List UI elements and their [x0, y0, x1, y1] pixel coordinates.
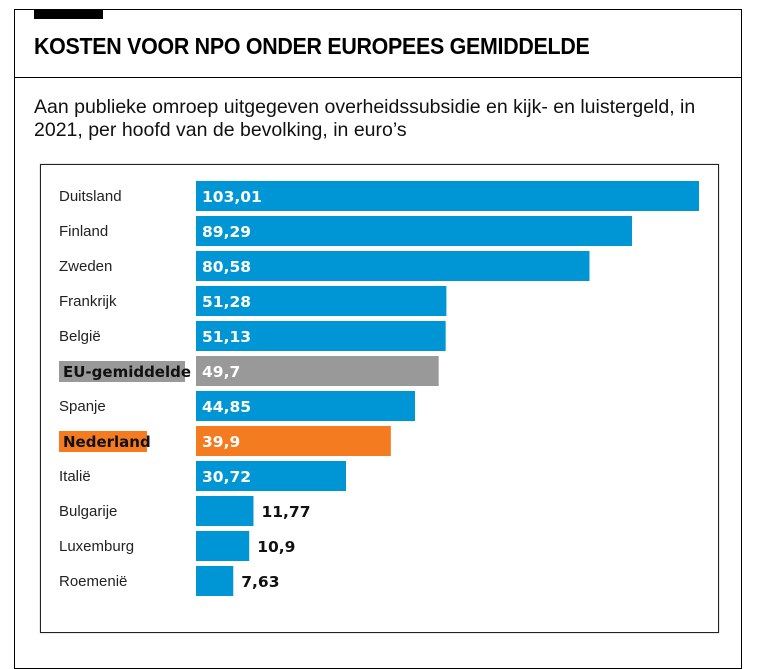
category-label-roemeni-: Roemenië — [59, 573, 127, 590]
category-label-frankrijk: Frankrijk — [59, 293, 117, 310]
category-label-highlight — [59, 361, 185, 382]
category-label-zweden: Zweden — [59, 258, 112, 275]
value-label-roemeni-: 7,63 — [241, 573, 279, 591]
value-label-zweden: 80,58 — [202, 258, 251, 276]
bar-bulgarije — [196, 496, 254, 526]
category-label-spanje: Spanje — [59, 398, 106, 415]
chart-area — [40, 164, 719, 633]
bar-spanje — [196, 391, 416, 421]
bar-duitsland — [196, 181, 699, 211]
category-label-bulgarije: Bulgarije — [59, 503, 117, 520]
value-label-frankrijk: 51,28 — [202, 293, 251, 311]
value-label-luxemburg: 10,9 — [257, 538, 295, 556]
chart-title: KOSTEN VOOR NPO ONDER EUROPEES GEMIDDELD… — [34, 33, 590, 59]
bar-zweden — [196, 251, 590, 281]
bar-frankrijk — [196, 286, 447, 316]
bar-luxemburg — [196, 531, 250, 561]
chart-subtitle: Aan publieke omroep uitgegeven overheids… — [34, 96, 696, 141]
category-label-finland: Finland — [59, 223, 108, 240]
bar-roemeni- — [196, 566, 234, 596]
value-label-duitsland: 103,01 — [202, 188, 262, 206]
category-label-belgi-: België — [59, 328, 101, 345]
category-label-itali-: Italië — [59, 468, 91, 485]
category-label-eu-gemiddelde: EU-gemiddelde — [63, 363, 191, 381]
bar-itali- — [196, 461, 347, 491]
category-label-luxemburg: Luxemburg — [59, 538, 134, 555]
value-label-finland: 89,29 — [202, 223, 251, 241]
value-label-eu-gemiddelde: 49,7 — [202, 363, 240, 381]
value-label-itali-: 30,72 — [202, 468, 251, 486]
value-label-bulgarije: 11,77 — [261, 503, 310, 521]
bar-eu-gemiddelde — [196, 356, 439, 386]
header-tab-decoration — [34, 9, 103, 19]
category-label-highlight — [59, 431, 147, 452]
divider — [14, 77, 742, 78]
value-label-belgi-: 51,13 — [202, 328, 251, 346]
bar-finland — [196, 216, 633, 246]
value-label-spanje: 44,85 — [202, 398, 251, 416]
bar-chart: Duitsland 103,01 Finland 89,29 Zweden 80,58 Fr… — [59, 181, 699, 596]
category-label-nederland: Nederland — [63, 433, 151, 451]
value-label-nederland: 39,9 — [202, 433, 240, 451]
category-label-duitsland: Duitsland — [59, 188, 122, 205]
bar-nederland — [196, 426, 391, 456]
bar-belgi- — [196, 321, 446, 351]
